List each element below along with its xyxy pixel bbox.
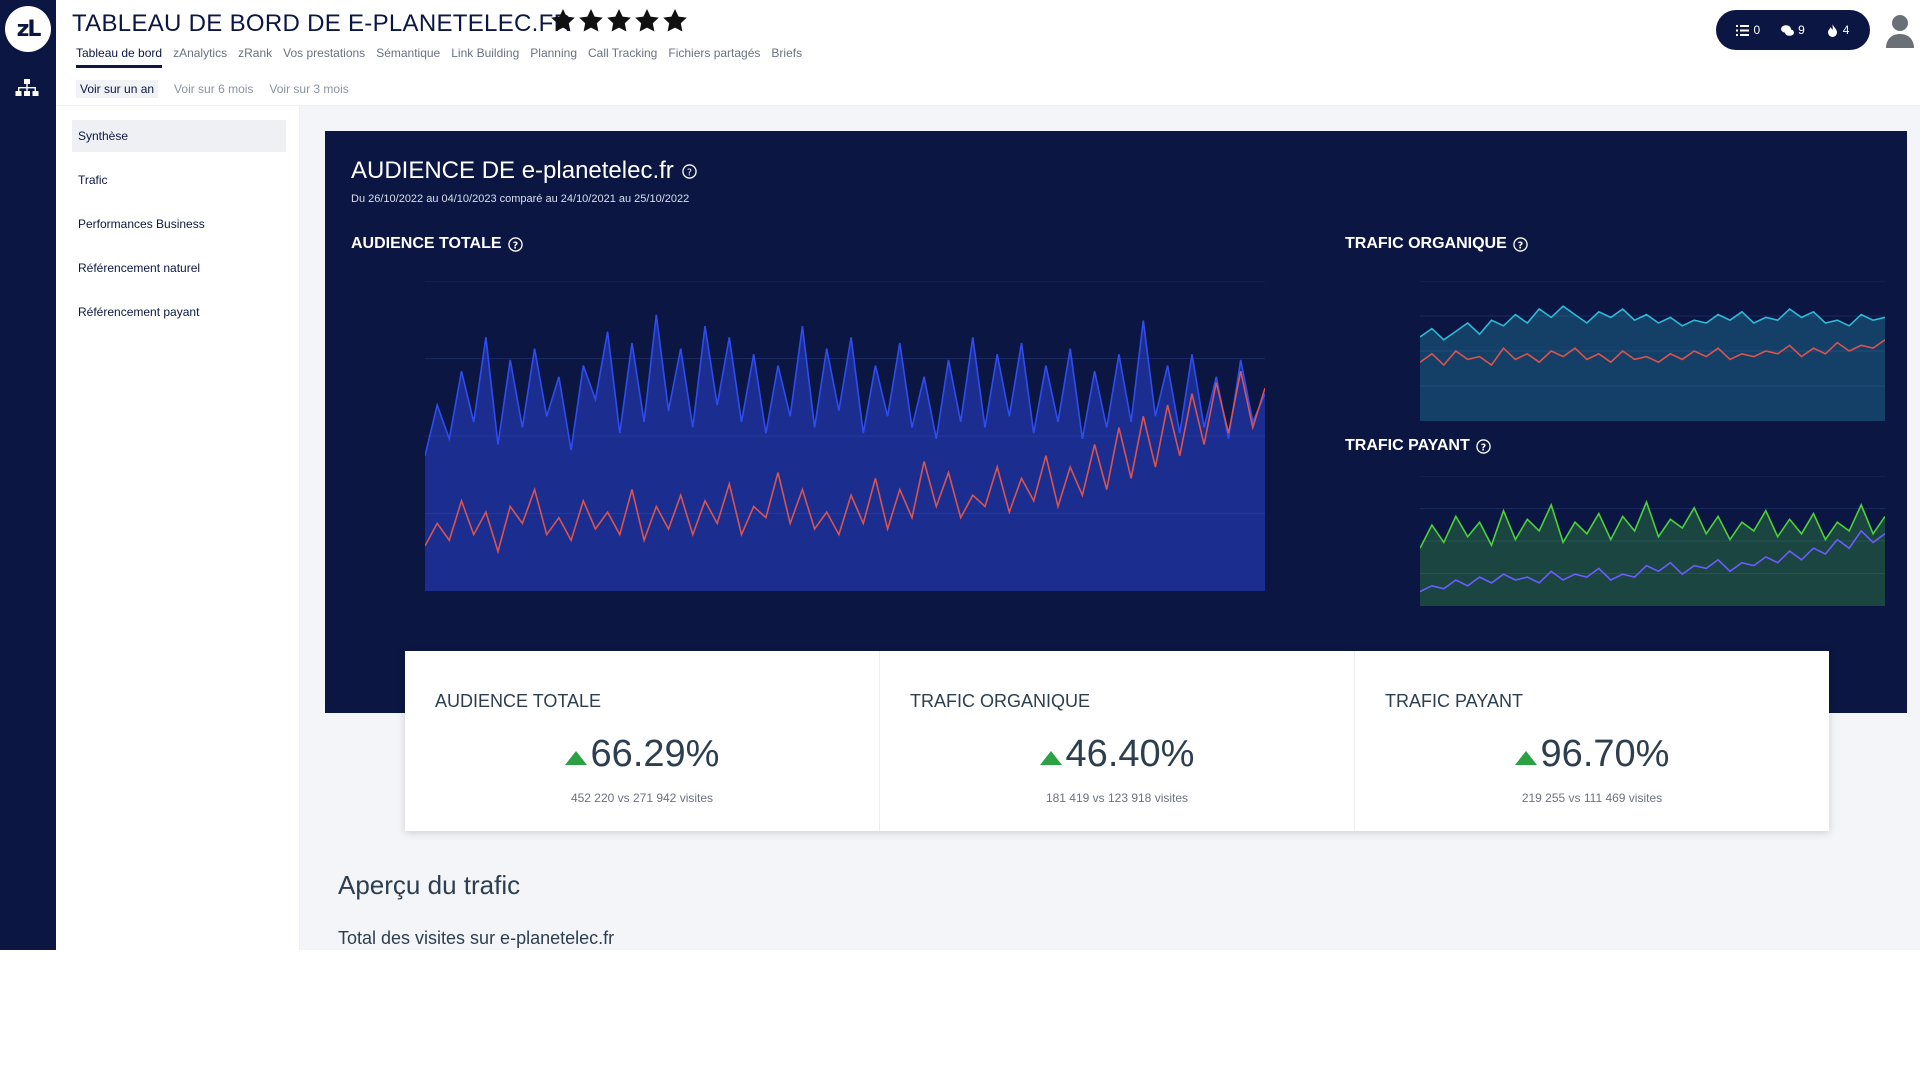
series-area-current — [1420, 306, 1885, 421]
header: TABLEAU DE BORD DE E-PLANETELEC.FR Table… — [56, 0, 1920, 106]
sidebar-item-referencement-payant[interactable]: Référencement payant — [78, 305, 200, 319]
sidebar-item-synthese[interactable]: Synthèse — [72, 120, 286, 152]
series-line-current — [425, 314, 1265, 456]
svg-text:?: ? — [512, 240, 517, 251]
main-content: AUDIENCE DE e-planetelec.fr ? Du 26/10/2… — [300, 106, 1920, 950]
kpi-audience-totale: AUDIENCE TOTALE 66.29% 452 220 vs 271 94… — [405, 651, 880, 831]
organic-heading: TRAFIC ORGANIQUE ? — [1345, 235, 1528, 253]
nav-tab[interactable]: Sémantique — [376, 46, 441, 60]
list-icon — [1736, 24, 1750, 36]
main-nav: Tableau de bord zAnalytics zRank Vos pre… — [76, 46, 802, 68]
kpi-note: 219 255 vs 111 469 visites — [1521, 791, 1663, 805]
kpi-value: 66.29% — [590, 733, 720, 775]
svg-text:?: ? — [687, 167, 692, 178]
period-option[interactable]: Voir sur 3 mois — [269, 82, 349, 96]
period-option[interactable]: Voir sur 6 mois — [174, 82, 254, 96]
left-rail: zL — [0, 0, 56, 950]
kpi-trafic-organique: TRAFIC ORGANIQUE 46.40% 181 419 vs 123 9… — [880, 651, 1355, 831]
nav-tab[interactable]: zRank — [238, 46, 273, 60]
kpi-card: AUDIENCE TOTALE 66.29% 452 220 vs 271 94… — [405, 651, 1829, 831]
kpi-value: 96.70% — [1540, 733, 1670, 775]
sidebar-item-performances-business[interactable]: Performances Business — [78, 217, 205, 231]
help-icon[interactable]: ? — [507, 236, 523, 252]
help-icon[interactable]: ? — [682, 163, 697, 179]
alerts-counter[interactable]: 4 — [1826, 23, 1849, 37]
kpi-note: 452 220 vs 271 942 visites — [570, 791, 714, 805]
user-icon[interactable] — [1884, 12, 1916, 48]
series-line-comparison — [425, 371, 1265, 555]
section-subtitle-total: Total des visites sur e-planetelec.fr — [338, 928, 615, 948]
nav-tab[interactable]: Link Building — [451, 46, 520, 60]
nav-tab[interactable]: Tableau de bord — [76, 46, 163, 68]
period-selector: Voir sur un an Voir sur 6 mois Voir sur … — [76, 80, 349, 98]
sidebar-item-trafic[interactable]: Trafic — [78, 173, 108, 187]
series-line-comparison — [1420, 339, 1885, 367]
arrow-up-icon — [1514, 750, 1537, 765]
audience-title: AUDIENCE DE e-planetelec.fr ? — [351, 157, 697, 185]
nav-tab[interactable]: zAnalytics — [173, 46, 228, 60]
arrow-up-icon — [564, 750, 587, 765]
chat-icon — [1781, 24, 1795, 36]
app-window: zL TABLEAU DE BORD DE E-PLANETELEC.FR Ta… — [0, 0, 1920, 950]
kpi-trafic-payant: TRAFIC PAYANT 96.70% 219 255 vs 111 469 … — [1355, 651, 1829, 831]
nav-tab[interactable]: Call Tracking — [588, 46, 658, 60]
organic-chart — [1420, 281, 1885, 421]
audience-panel: AUDIENCE DE e-planetelec.fr ? Du 26/10/2… — [325, 131, 1907, 713]
sidebar: Synthèse Trafic Performances Business Ré… — [56, 106, 300, 950]
nav-tab[interactable]: Fichiers partagés — [668, 46, 761, 60]
paid-heading: TRAFIC PAYANT ? — [1345, 437, 1491, 455]
star-icon — [663, 9, 687, 32]
nav-tab[interactable]: Vos prestations — [283, 46, 366, 60]
star-icon — [551, 9, 575, 32]
help-icon[interactable]: ? — [1513, 236, 1528, 252]
star-icon — [607, 9, 631, 32]
series-line-comparison — [1420, 529, 1885, 593]
section-title-apercu: Aperçu du trafic — [338, 870, 521, 900]
svg-text:?: ? — [1518, 240, 1523, 251]
audience-total-heading: AUDIENCE TOTALE ? — [351, 235, 523, 253]
date-range: Du 26/10/2022 au 04/10/2023 comparé au 2… — [351, 193, 690, 205]
nav-tab[interactable]: Planning — [530, 46, 577, 60]
app-logo[interactable]: zL — [5, 6, 51, 52]
messages-counter[interactable]: 9 — [1781, 23, 1805, 37]
audience-total-chart — [425, 281, 1265, 591]
series-area-current — [1420, 502, 1885, 606]
series-area-current — [425, 314, 1265, 591]
notification-pill: 0 9 4 — [1716, 10, 1870, 50]
nav-tab[interactable]: Briefs — [771, 46, 803, 60]
svg-text:?: ? — [1481, 442, 1486, 453]
star-icon — [635, 9, 659, 32]
page-title: TABLEAU DE BORD DE E-PLANETELEC.FR — [72, 10, 572, 37]
sitemap-icon[interactable] — [14, 78, 40, 98]
flame-icon — [1827, 23, 1837, 37]
paid-chart — [1420, 476, 1885, 606]
series-line-current — [1420, 305, 1885, 341]
rating-stars — [550, 8, 688, 34]
sidebar-item-referencement-naturel[interactable]: Référencement naturel — [78, 261, 201, 275]
arrow-up-icon — [1039, 750, 1062, 765]
kpi-note: 181 419 vs 123 918 visites — [1045, 791, 1189, 805]
help-icon[interactable]: ? — [1476, 438, 1491, 454]
tasks-counter[interactable]: 0 — [1736, 23, 1760, 37]
period-option[interactable]: Voir sur un an — [76, 80, 159, 98]
kpi-value: 46.40% — [1065, 733, 1195, 775]
star-icon — [579, 9, 603, 32]
series-line-current — [1420, 499, 1885, 549]
